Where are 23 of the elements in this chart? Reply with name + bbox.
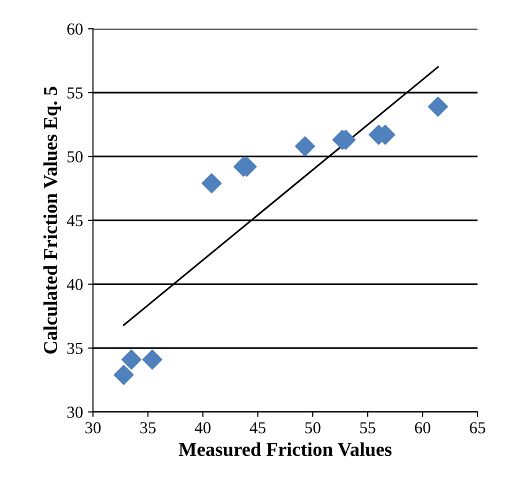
point	[142, 350, 162, 370]
point	[202, 173, 222, 194]
x-tick-label: 60	[414, 422, 430, 434]
y-axis-title: Calculated Friction Values Eq. 5	[43, 86, 62, 354]
x-tick-label: 65	[470, 422, 486, 434]
x-tick-label: 45	[250, 422, 266, 434]
x-axis-title: Measured Friction Values	[178, 442, 392, 456]
y-tick-label: 30	[67, 406, 83, 418]
x-tick-label: 50	[305, 422, 320, 434]
y-tick-label: 40	[66, 278, 83, 290]
point	[114, 364, 134, 385]
x-tick-label: 30	[85, 422, 101, 434]
x-tick-label: 40	[194, 422, 211, 434]
point	[295, 136, 316, 156]
y-tick-label: 55	[68, 87, 83, 99]
y-tick-label: 45	[66, 215, 83, 226]
point	[428, 96, 448, 117]
point	[121, 350, 142, 370]
y-tick-label: 60	[67, 23, 83, 35]
x-tick-label: 35	[140, 422, 156, 434]
y-tick-label: 35	[67, 342, 83, 354]
x-tick-label: 55	[360, 422, 376, 434]
y-tick-label: 50	[68, 151, 83, 162]
